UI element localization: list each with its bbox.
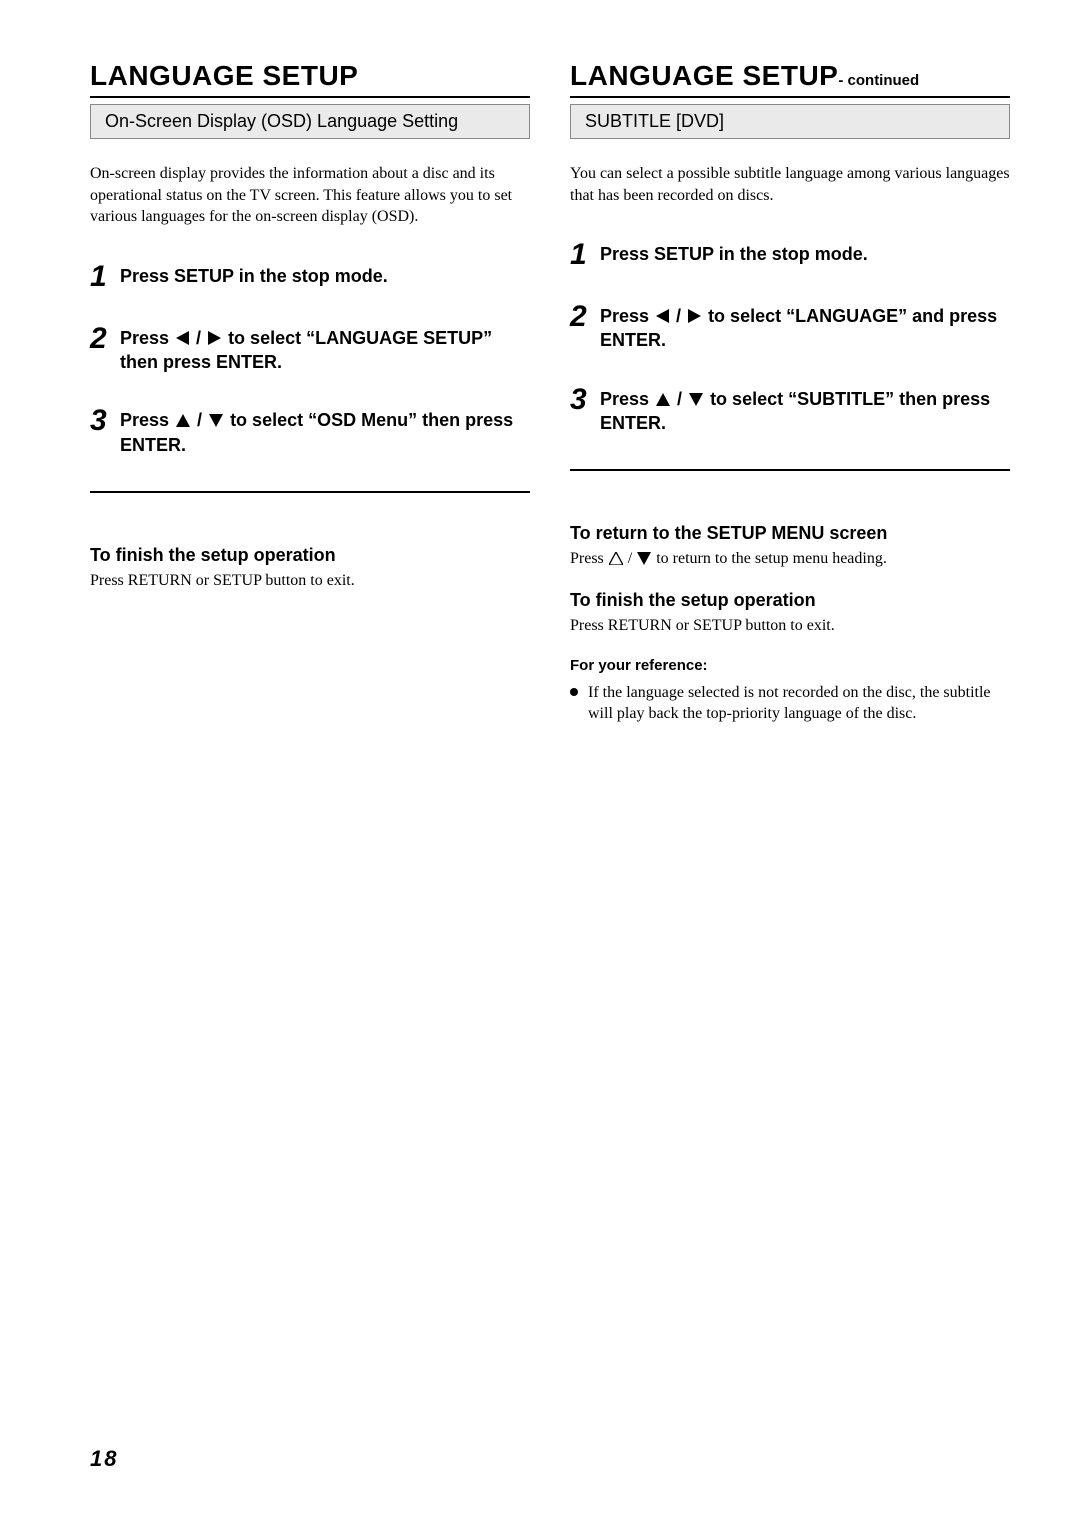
step-text-pre: Press: [120, 328, 174, 348]
down-arrow-icon: [209, 414, 223, 427]
step-number: 1: [570, 240, 600, 270]
down-arrow-icon: [689, 393, 703, 406]
step-text-pre: Press SETUP in the stop mode.: [600, 244, 868, 264]
up-arrow-icon: [656, 393, 670, 406]
left-divider: [90, 491, 530, 493]
step-text: Press / to select “LANGUAGE SETUP” then …: [120, 326, 530, 375]
right-subtitle-box: SUBTITLE [DVD]: [570, 104, 1010, 139]
left-step-1: 1 Press SETUP in the stop mode.: [90, 264, 530, 292]
step-number: 2: [90, 324, 120, 354]
page-number: 18: [90, 1446, 118, 1472]
page-columns: LANGUAGE SETUP On-Screen Display (OSD) L…: [90, 60, 1010, 725]
step-text-pre: Press: [600, 306, 654, 326]
reference-bullet: If the language selected is not recorded…: [570, 682, 1010, 725]
right-title-main: LANGUAGE SETUP: [570, 60, 838, 91]
right-return-text: Press / to return to the setup menu head…: [570, 548, 1010, 570]
bullet-icon: [570, 688, 578, 696]
step-text: Press SETUP in the stop mode.: [600, 242, 868, 266]
reference-bullet-text: If the language selected is not recorded…: [588, 682, 1010, 725]
left-arrow-icon: [656, 309, 669, 323]
up-arrow-icon: [176, 414, 190, 427]
step-text: Press / to select “OSD Menu” then press …: [120, 408, 530, 457]
left-step-2: 2 Press / to select “LANGUAGE SETUP” the…: [90, 326, 530, 375]
left-finish-heading: To finish the setup operation: [90, 545, 530, 566]
right-column: LANGUAGE SETUP- continued SUBTITLE [DVD]…: [570, 60, 1010, 725]
reference-heading: For your reference:: [570, 657, 1010, 674]
right-arrow-icon: [688, 309, 701, 323]
right-arrow-icon: [208, 331, 221, 345]
right-step-3: 3 Press / to select “SUBTITLE” then pres…: [570, 387, 1010, 436]
right-intro-text: You can select a possible subtitle langu…: [570, 163, 1010, 206]
right-title-suffix: - continued: [838, 72, 919, 89]
return-text-post: to return to the setup menu heading.: [652, 550, 887, 567]
right-title: LANGUAGE SETUP- continued: [570, 60, 1010, 98]
up-arrow-icon: [609, 552, 623, 565]
step-number: 1: [90, 262, 120, 292]
step-number: 2: [570, 302, 600, 332]
step-text-pre: Press SETUP in the stop mode.: [120, 266, 388, 286]
step-text: Press / to select “LANGUAGE” and press E…: [600, 304, 1010, 353]
left-title: LANGUAGE SETUP: [90, 60, 530, 98]
right-step-1: 1 Press SETUP in the stop mode.: [570, 242, 1010, 270]
step-number: 3: [90, 406, 120, 436]
step-text: Press / to select “SUBTITLE” then press …: [600, 387, 1010, 436]
down-arrow-icon: [637, 552, 651, 565]
left-column: LANGUAGE SETUP On-Screen Display (OSD) L…: [90, 60, 530, 725]
left-arrow-icon: [176, 331, 189, 345]
right-return-heading: To return to the SETUP MENU screen: [570, 523, 1010, 544]
left-finish-text: Press RETURN or SETUP button to exit.: [90, 570, 530, 592]
right-finish-text: Press RETURN or SETUP button to exit.: [570, 615, 1010, 637]
step-number: 3: [570, 385, 600, 415]
right-step-2: 2 Press / to select “LANGUAGE” and press…: [570, 304, 1010, 353]
left-step-3: 3 Press / to select “OSD Menu” then pres…: [90, 408, 530, 457]
left-intro-text: On-screen display provides the informati…: [90, 163, 530, 228]
step-text: Press SETUP in the stop mode.: [120, 264, 388, 288]
right-divider: [570, 469, 1010, 471]
step-text-pre: Press: [120, 410, 174, 430]
left-subtitle-box: On-Screen Display (OSD) Language Setting: [90, 104, 530, 139]
step-text-pre: Press: [600, 389, 654, 409]
return-text-pre: Press: [570, 550, 608, 567]
right-finish-heading: To finish the setup operation: [570, 590, 1010, 611]
